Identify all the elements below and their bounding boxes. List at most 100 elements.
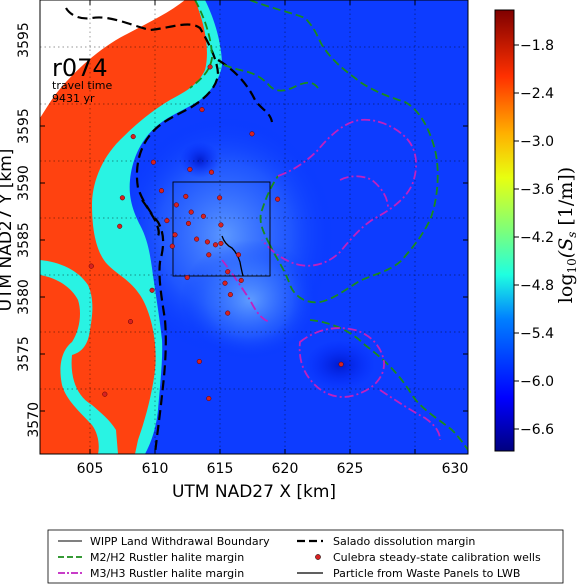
calibration-well-marker (117, 223, 123, 229)
legend-label: Culebra steady-state calibration wells (333, 551, 541, 564)
y-tick-label: 3575 (16, 336, 32, 372)
y-tick-label: 3580 (16, 279, 32, 315)
plot-frame (39, 0, 469, 455)
m2h2-rustler-halite-margin-west (223, 64, 319, 92)
calibration-well-marker (222, 280, 228, 286)
legend-label: Salado dissolution margin (333, 535, 475, 548)
calibration-well-marker (169, 243, 175, 249)
calibration-well-marker (200, 213, 206, 219)
m3h3-rustler-halite-margin-center (221, 259, 271, 323)
calibration-well-marker (196, 358, 202, 365)
calibration-well-marker (225, 269, 231, 275)
colorbar-tick-label: −1.8 (520, 38, 554, 54)
red-patch-southwest (40, 275, 99, 454)
colorbar-label-units: [1/m]) (555, 167, 577, 232)
calibration-well-marker (187, 166, 193, 172)
m3h3-rustler-halite-margin-ring (298, 327, 385, 398)
x-tick-label: 605 (77, 461, 104, 477)
calibration-well-marker (188, 209, 194, 215)
colorbar-tick-label: −2.4 (520, 86, 554, 102)
calibration-well-marker (217, 195, 223, 201)
y-tick-label: 3585 (16, 222, 32, 258)
m3h3-rustler-halite-margin-south (379, 389, 441, 441)
m3h3-rustler-halite-margin (261, 118, 417, 267)
calibration-well-marker (338, 361, 344, 367)
y-tick-label-top: 3595 (16, 22, 32, 58)
colorbar-gradient (494, 9, 515, 452)
calibration-well-marker (150, 159, 156, 165)
wipp-land-withdrawal-boundary (172, 181, 271, 277)
travel-time-label: travel time (52, 79, 112, 92)
calibration-well-marker (206, 395, 212, 402)
calibration-well-marker (238, 277, 244, 283)
calibration-well-marker (183, 193, 189, 199)
colorbar-label: log10(Ss [1/m]) (555, 167, 579, 303)
run-id: r074 (52, 54, 108, 82)
colorbar-label-sub: 10 (565, 258, 579, 273)
m2h2-rustler-halite-margin-south (309, 319, 468, 451)
calibration-well-marker (218, 240, 224, 246)
y-tick-label: 3595 (16, 108, 32, 144)
calibration-well-marker (208, 169, 215, 175)
colorbar-tick-label: −4.8 (520, 278, 554, 294)
calibration-well-marker (199, 107, 205, 113)
colorbar-label-log: log (555, 274, 577, 304)
calibration-well-marker (218, 222, 224, 228)
m2h2-rustler-halite-margin-east (249, 0, 439, 304)
calibration-well-marker (184, 274, 190, 281)
colorbar-tick-label: −6.0 (520, 374, 554, 390)
legend-label: M2/H2 Rustler halite margin (90, 551, 244, 564)
calibration-well-marker (227, 292, 233, 298)
calibration-well-marker (206, 252, 212, 258)
x-axis: 605 610 615 620 625 630 UTM NAD27 X [km] (77, 0, 469, 502)
m2h2-rustler-halite-margin-inner (259, 175, 279, 246)
x-tick-label: 615 (207, 461, 234, 477)
y-axis: 3570 3575 3580 3585 3590 3595 3595 UTM N… (0, 22, 468, 438)
calibration-well-marker (149, 287, 155, 293)
light-blue-zone-south (180, 240, 320, 360)
calibration-well-marker (194, 236, 200, 242)
colorbar-tick-label: −6.6 (520, 422, 554, 438)
calibration-well-marker (119, 195, 125, 201)
salado-dissolution-margin-loop (141, 199, 160, 237)
calibration-well-marker (130, 134, 136, 140)
calibration-well-marker (207, 64, 213, 70)
x-tick-label: 620 (272, 461, 299, 477)
colorbar: −1.8 −2.4 −3.0 −3.6 −4.2 −4.8 −5.4 −6.0 … (494, 9, 579, 452)
colorbar-label-sub2: s (565, 232, 579, 238)
y-tick-label: 3570 (26, 402, 42, 438)
calibration-well-marker (185, 220, 192, 226)
calibration-well-marker (212, 242, 219, 248)
legend-box (47, 529, 564, 584)
x-tick-label: 610 (142, 461, 169, 477)
calibration-well-marker (88, 263, 94, 269)
x-tick-label: 630 (442, 461, 469, 477)
colorbar-tick-label: −5.4 (520, 326, 554, 342)
calibration-well-marker (275, 196, 281, 202)
map-field (40, 0, 468, 454)
calibration-well-marker (172, 232, 178, 238)
calibration-well-marker (102, 391, 108, 397)
calibration-well-marker (173, 202, 179, 208)
legend: WIPP Land Withdrawal Boundary Salado dis… (47, 529, 564, 584)
legend-label: M3/H3 Rustler halite margin (90, 567, 244, 580)
y-tick-label: 3590 (16, 165, 32, 201)
no-data-corner (40, 0, 185, 118)
calibration-well-marker (249, 131, 255, 137)
calibration-well-marker (127, 319, 134, 325)
gridlines (40, 0, 468, 454)
legend-label: WIPP Land Withdrawal Boundary (90, 535, 270, 548)
calibration-wells (88, 64, 344, 402)
colorbar-tick-label: −3.0 (520, 134, 554, 150)
m2h2-rustler-halite-margin (189, 0, 213, 89)
travel-time-value: 9431 yr (52, 92, 95, 105)
colorbar-label-s: (S (555, 238, 577, 258)
calibration-well-marker (158, 188, 165, 194)
colorbar-tick-label: −3.6 (520, 182, 554, 198)
calibration-well-marker (225, 310, 231, 316)
calibration-well-marker (164, 218, 170, 224)
x-tick-label: 625 (337, 461, 364, 477)
legend-swatch-wells (315, 554, 321, 560)
y-axis-label: UTM NAD27 Y [km] (0, 149, 16, 312)
